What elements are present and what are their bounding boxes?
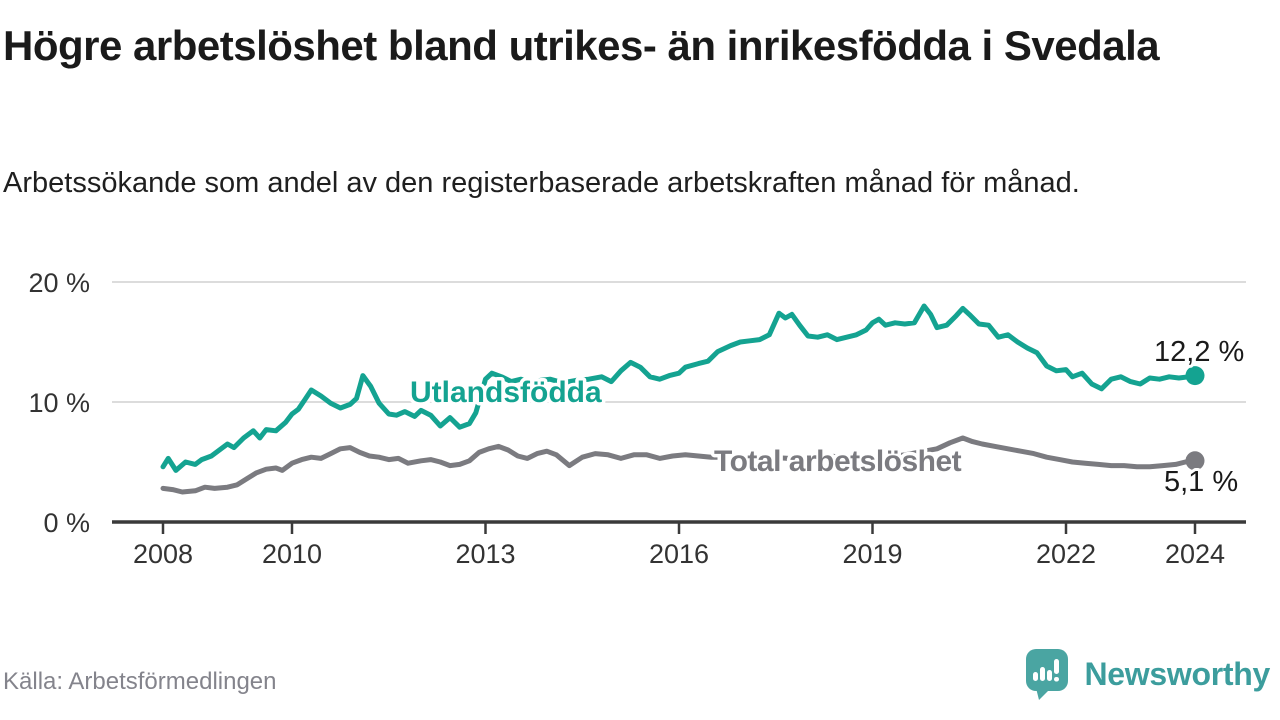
x-tick-label: 2022 xyxy=(1036,539,1096,569)
series-lines-group xyxy=(160,303,1198,495)
gridlines-group xyxy=(112,281,1246,403)
brand-lockup: Newsworthy xyxy=(1025,648,1271,700)
x-tick-label: 2019 xyxy=(842,539,902,569)
y-tick-label: 10 % xyxy=(28,388,90,418)
x-tick-label: 2013 xyxy=(455,539,515,569)
x-tick-label: 2008 xyxy=(133,539,193,569)
exclamation-dot xyxy=(1053,677,1059,682)
y-tick-label: 20 % xyxy=(28,268,90,298)
series-label-utlandsfodda: Utlandsfödda xyxy=(410,376,602,409)
brand-wordmark: Newsworthy xyxy=(1084,655,1271,692)
series-line-utlandsfodda xyxy=(160,303,1198,473)
bar-chart-glyph xyxy=(1032,659,1059,682)
x-tick-label: 2016 xyxy=(649,539,709,569)
chart-title: Högre arbetslöshet bland utrikes- än inr… xyxy=(3,22,1160,69)
exclamation-bar xyxy=(1053,659,1059,674)
series-line-total-arbetsloshet xyxy=(160,435,1198,495)
x-tick-label: 2010 xyxy=(262,539,322,569)
newsworthy-logo-icon xyxy=(1025,649,1068,700)
value-label-utlandsfodda: 12,2 % xyxy=(1154,336,1244,368)
end-dots-group xyxy=(1185,366,1205,471)
source-credit: Källa: Arbetsförmedlingen xyxy=(3,668,277,695)
value-label-total-arbetsloshet: 5,1 % xyxy=(1164,466,1238,498)
axis-tick-labels-group: 0 % 10 % 20 % 2008 2010 2013 2016 2019 2022 2024 xyxy=(28,268,1225,569)
y-tick-label: 0 % xyxy=(43,508,90,538)
x-axis-group xyxy=(112,520,1246,534)
end-dot-utlandsfodda xyxy=(1185,366,1205,386)
speech-bubble-tail xyxy=(1035,688,1051,700)
series-label-total-arbetsloshet: Total arbetslöshet xyxy=(714,445,962,478)
end-dot-total-arbetsloshet xyxy=(1185,451,1205,471)
chart-subtitle: Arbetssökande som andel av den registerb… xyxy=(3,167,1080,199)
x-tick-label: 2024 xyxy=(1165,539,1225,569)
